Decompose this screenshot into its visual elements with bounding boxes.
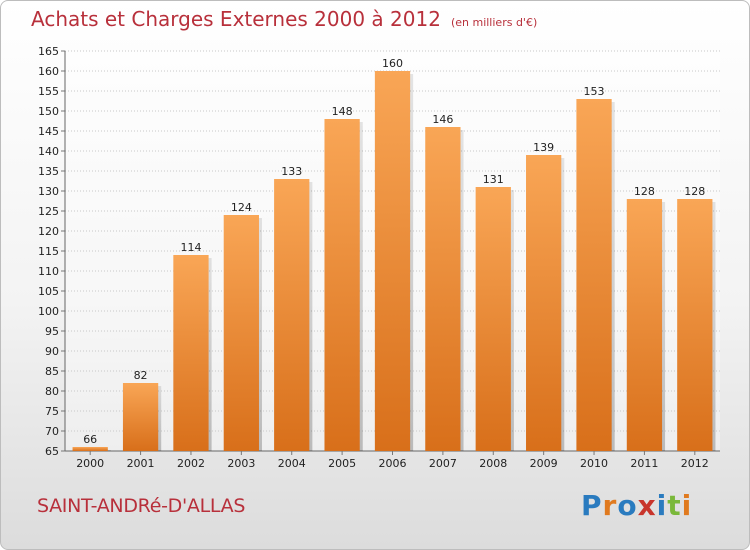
- brand-letter: r: [602, 489, 618, 522]
- proxiti-logo: Proxiti: [581, 489, 692, 522]
- bar-value-label: 131: [483, 173, 504, 186]
- y-tick-label: 90: [45, 345, 59, 358]
- bar: [173, 255, 209, 451]
- bar: [576, 99, 612, 451]
- brand-letter: i: [681, 489, 693, 522]
- bar-value-label: 128: [684, 185, 705, 198]
- bar: [677, 199, 713, 451]
- x-tick-label: 2004: [278, 457, 306, 470]
- x-tick-label: 2003: [227, 457, 255, 470]
- x-tick-label: 2000: [76, 457, 104, 470]
- y-tick-label: 125: [38, 205, 59, 218]
- x-tick-label: 2012: [681, 457, 709, 470]
- bar-value-label: 139: [533, 141, 554, 154]
- chart-title: Achats et Charges Externes 2000 à 2012 (e…: [31, 7, 537, 31]
- y-tick-label: 85: [45, 365, 59, 378]
- brand-letter: P: [581, 489, 603, 522]
- y-tick-label: 80: [45, 385, 59, 398]
- x-tick-label: 2007: [429, 457, 457, 470]
- chart-unit: (en milliers d'€): [450, 16, 538, 29]
- brand-letter: o: [617, 489, 638, 522]
- x-tick-label: 2011: [630, 457, 658, 470]
- bar-value-label: 148: [332, 105, 353, 118]
- y-tick-label: 155: [38, 85, 59, 98]
- bar: [374, 71, 411, 451]
- brand-letter: i: [656, 489, 668, 522]
- y-tick-label: 100: [38, 305, 59, 318]
- bar: [626, 199, 663, 451]
- y-tick-label: 95: [45, 325, 59, 338]
- y-tick-label: 150: [38, 105, 59, 118]
- brand-letter: t: [667, 489, 682, 522]
- bar: [475, 187, 511, 451]
- bar-value-label: 66: [83, 433, 97, 446]
- x-tick-label: 2005: [328, 457, 356, 470]
- x-tick-label: 2001: [127, 457, 155, 470]
- bar-value-label: 82: [134, 369, 148, 382]
- x-tick-label: 2002: [177, 457, 205, 470]
- y-tick-label: 120: [38, 225, 59, 238]
- bar-value-label: 133: [281, 165, 302, 178]
- y-tick-label: 105: [38, 285, 59, 298]
- bar: [526, 155, 562, 451]
- y-tick-label: 140: [38, 145, 59, 158]
- bar: [72, 447, 108, 451]
- bar-value-label: 114: [180, 241, 201, 254]
- y-tick-label: 145: [38, 125, 59, 138]
- y-tick-label: 75: [45, 405, 59, 418]
- x-tick-label: 2009: [530, 457, 558, 470]
- bar: [274, 179, 310, 451]
- chart-title-text: Achats et Charges Externes 2000 à 2012: [31, 7, 441, 31]
- bar-value-label: 153: [584, 85, 605, 98]
- bar-value-label: 124: [231, 201, 252, 214]
- bar-value-label: 146: [432, 113, 453, 126]
- y-tick-label: 115: [38, 245, 59, 258]
- x-tick-label: 2010: [580, 457, 608, 470]
- bar: [223, 215, 259, 451]
- bar-value-label: 128: [634, 185, 655, 198]
- x-tick-label: 2006: [379, 457, 407, 470]
- y-tick-label: 135: [38, 165, 59, 178]
- y-tick-label: 160: [38, 65, 59, 78]
- y-tick-label: 65: [45, 445, 59, 458]
- bar: [425, 127, 461, 451]
- x-tick-label: 2008: [479, 457, 507, 470]
- y-tick-label: 110: [38, 265, 59, 278]
- y-tick-label: 130: [38, 185, 59, 198]
- y-tick-label: 70: [45, 425, 59, 438]
- bar-value-label: 160: [382, 57, 403, 70]
- y-tick-label: 165: [38, 45, 59, 58]
- bar: [122, 383, 159, 451]
- bar: [324, 119, 360, 451]
- brand-letter: x: [637, 489, 657, 522]
- city-name: SAINT-ANDRé-D'ALLAS: [37, 495, 246, 517]
